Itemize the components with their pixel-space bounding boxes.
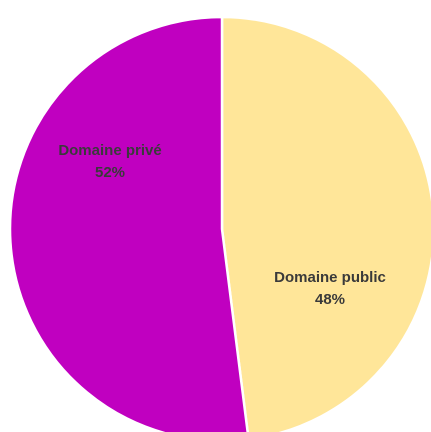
pie-slice-domaine-public [220, 15, 431, 432]
slice-label-domaine-prive: Domaine privé [58, 142, 161, 159]
slice-label-domaine-public: Domaine public [274, 269, 386, 286]
slice-value-domaine-prive: 52% [95, 164, 125, 181]
pie-slice-domaine-prive [8, 15, 249, 432]
slice-value-domaine-public: 48% [315, 291, 345, 308]
